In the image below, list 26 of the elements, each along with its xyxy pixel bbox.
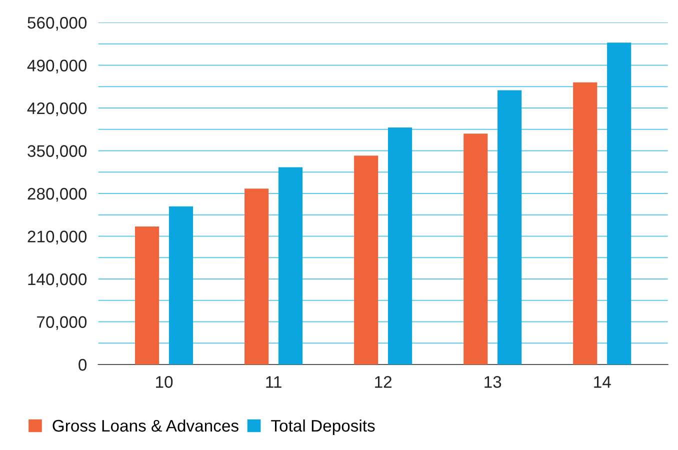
x-tick-label: 12 — [375, 376, 392, 388]
y-tick-label: 70,000 — [37, 316, 87, 330]
bar — [573, 82, 598, 364]
y-tick-label: 560,000 — [28, 16, 87, 31]
legend-label: Total Deposits — [271, 419, 375, 435]
x-tick-label: 10 — [156, 376, 173, 388]
legend-label: Gross Loans & Advances — [52, 419, 238, 432]
bar — [354, 156, 378, 364]
bar — [607, 42, 632, 364]
x-tick-label: 11 — [266, 376, 282, 388]
bar — [498, 90, 522, 364]
x-tick-label: 13 — [484, 376, 502, 388]
y-tick-label: 0 — [78, 358, 87, 371]
y-tick-label: 350,000 — [28, 145, 87, 159]
y-tick-label: 140,000 — [28, 273, 87, 288]
y-tick-label: 420,000 — [27, 102, 87, 116]
y-tick-label: 280,000 — [28, 188, 87, 202]
y-tick-label: 210,000 — [28, 230, 87, 244]
bar — [135, 226, 160, 364]
y-tick-label: 490,000 — [27, 60, 87, 74]
bar — [388, 128, 412, 364]
x-tick-label: 14 — [594, 376, 611, 388]
bar — [244, 188, 269, 364]
bar — [464, 134, 488, 364]
bar — [168, 206, 194, 364]
bar — [278, 167, 303, 364]
